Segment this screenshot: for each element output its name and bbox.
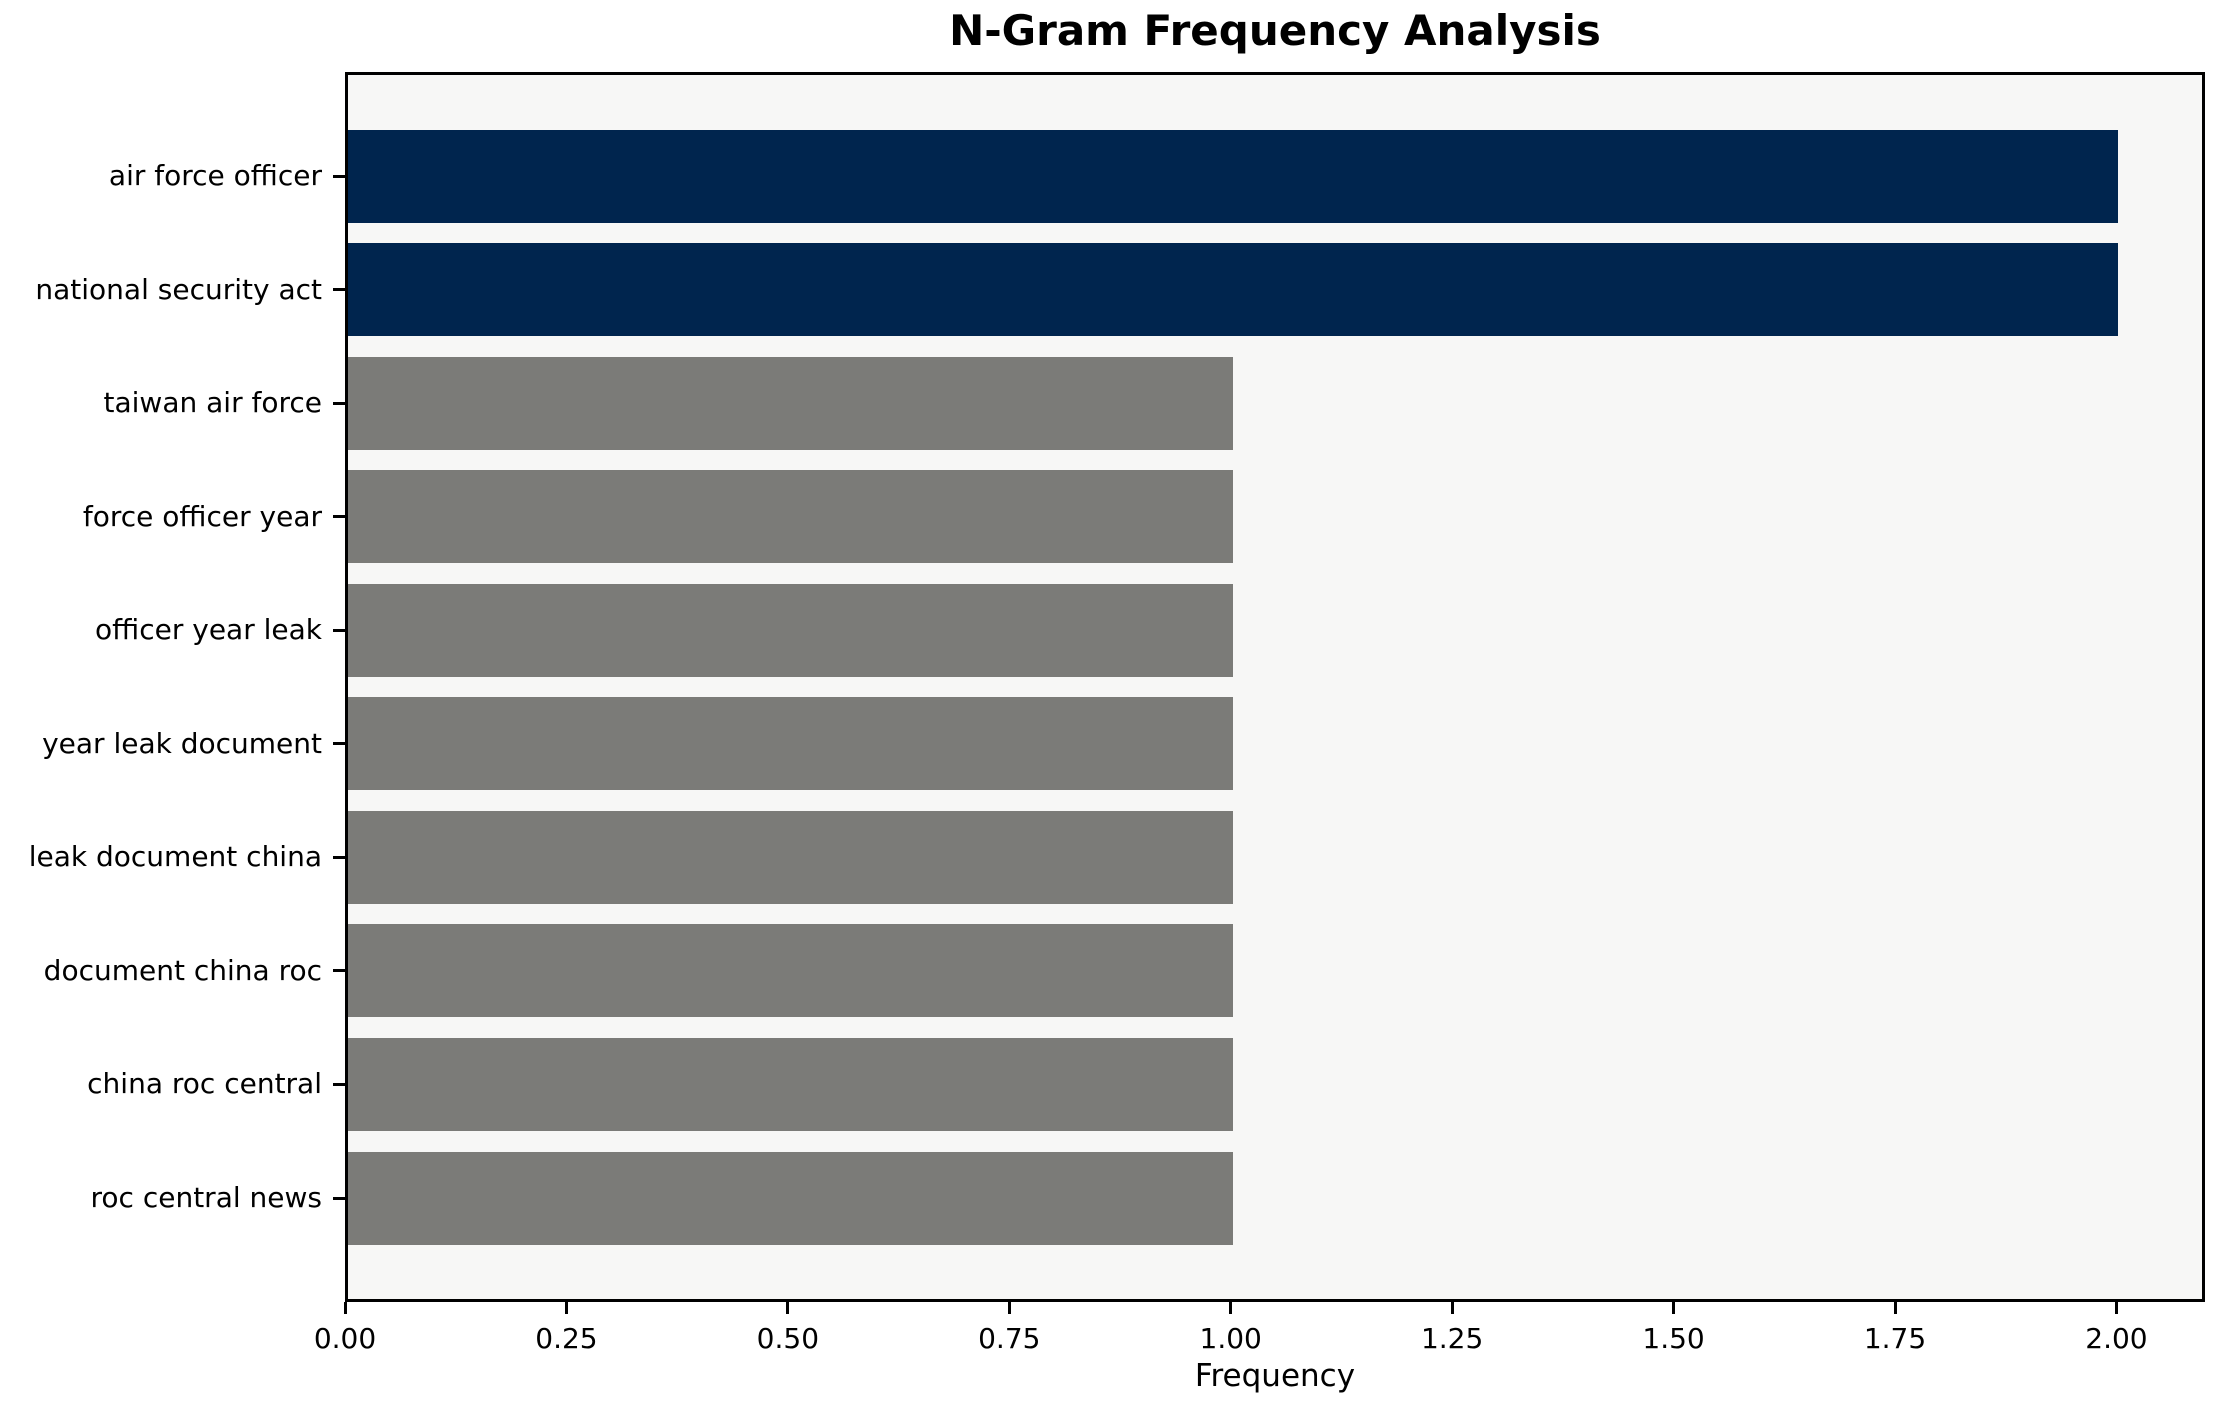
y-tick-mark xyxy=(333,628,345,632)
y-tick-label: document china roc xyxy=(43,953,322,987)
x-tick-label: 1.25 xyxy=(1420,1322,1484,1355)
x-tick-mark xyxy=(1007,1302,1011,1314)
y-tick-mark xyxy=(333,515,345,519)
y-tick-mark xyxy=(333,855,345,859)
x-tick-label: 1.50 xyxy=(1642,1322,1705,1355)
y-tick-label: leak document china xyxy=(28,840,322,874)
y-tick-label: year leak document xyxy=(42,726,322,760)
bar-year-leak-document xyxy=(347,697,1233,791)
x-tick-mark xyxy=(786,1302,790,1314)
y-tick-mark xyxy=(333,1082,345,1086)
x-tick-label: 0.25 xyxy=(535,1322,598,1355)
y-tick-mark xyxy=(333,1196,345,1200)
bar-air-force-officer xyxy=(347,129,2118,223)
y-tick-label: national security act xyxy=(35,272,322,306)
x-tick-label: 0.50 xyxy=(756,1322,820,1355)
x-tick-mark xyxy=(343,1302,347,1314)
bar-taiwan-air-force xyxy=(347,356,1233,450)
x-tick-label: 0.75 xyxy=(978,1322,1041,1355)
y-tick-label: roc central news xyxy=(90,1181,322,1214)
bar-leak-document-china xyxy=(347,810,1233,904)
y-tick-label: air force officer xyxy=(108,159,322,192)
x-tick-label: 1.75 xyxy=(1863,1322,1927,1355)
x-tick-label: 0.00 xyxy=(313,1322,377,1355)
chart-title: N-Gram Frequency Analysis xyxy=(949,6,1601,55)
y-tick-mark xyxy=(333,174,345,178)
y-tick-label: force officer year xyxy=(82,499,322,533)
x-axis-label: Frequency xyxy=(1194,1358,1356,1394)
x-tick-label: 1.00 xyxy=(1199,1322,1262,1355)
bar-document-china-roc xyxy=(347,924,1233,1018)
y-tick-mark xyxy=(333,969,345,973)
x-tick-mark xyxy=(1893,1302,1897,1314)
y-tick-mark xyxy=(333,288,345,292)
y-tick-label: officer year leak xyxy=(95,613,322,647)
x-tick-mark xyxy=(564,1302,568,1314)
y-tick-label: taiwan air force xyxy=(103,386,322,420)
bar-roc-central-news xyxy=(347,1151,1233,1245)
x-tick-mark xyxy=(2114,1302,2118,1314)
y-tick-mark xyxy=(333,401,345,405)
y-tick-label: china roc central xyxy=(87,1067,322,1101)
bar-national-security-act xyxy=(347,243,2118,337)
x-tick-mark xyxy=(1450,1302,1454,1314)
x-tick-label: 2.00 xyxy=(2085,1322,2148,1355)
bar-officer-year-leak xyxy=(347,583,1233,677)
x-tick-mark xyxy=(1672,1302,1676,1314)
bar-china-roc-central xyxy=(347,1037,1233,1131)
bar-force-officer-year xyxy=(347,470,1233,564)
y-tick-mark xyxy=(333,742,345,746)
x-tick-mark xyxy=(1229,1302,1233,1314)
